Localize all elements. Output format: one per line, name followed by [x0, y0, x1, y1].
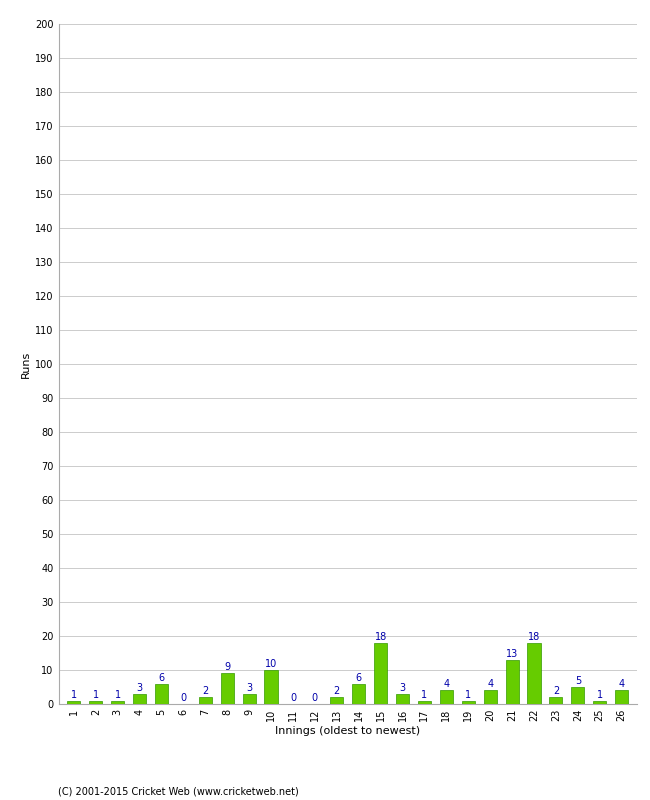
Bar: [440, 690, 453, 704]
Text: 5: 5: [575, 676, 581, 686]
Bar: [462, 701, 475, 704]
Y-axis label: Runs: Runs: [21, 350, 31, 378]
Bar: [506, 660, 519, 704]
Text: 4: 4: [443, 679, 449, 690]
Bar: [484, 690, 497, 704]
Bar: [330, 697, 343, 704]
Bar: [396, 694, 409, 704]
Text: 18: 18: [528, 632, 540, 642]
Text: 1: 1: [421, 690, 428, 699]
Text: 1: 1: [597, 690, 603, 699]
Bar: [418, 701, 431, 704]
Bar: [352, 683, 365, 704]
Text: 1: 1: [71, 690, 77, 699]
Text: 4: 4: [487, 679, 493, 690]
Text: 4: 4: [619, 679, 625, 690]
Bar: [199, 697, 212, 704]
Text: 2: 2: [202, 686, 209, 696]
Text: 1: 1: [114, 690, 121, 699]
Bar: [571, 687, 584, 704]
Bar: [265, 670, 278, 704]
Text: 3: 3: [136, 682, 142, 693]
Bar: [593, 701, 606, 704]
Text: 1: 1: [465, 690, 471, 699]
Text: 1: 1: [93, 690, 99, 699]
Text: 18: 18: [374, 632, 387, 642]
Bar: [155, 683, 168, 704]
Bar: [242, 694, 255, 704]
Text: 3: 3: [400, 682, 406, 693]
Text: 9: 9: [224, 662, 230, 672]
Bar: [133, 694, 146, 704]
Text: 6: 6: [159, 673, 164, 682]
Text: 0: 0: [290, 693, 296, 703]
Bar: [111, 701, 124, 704]
Text: (C) 2001-2015 Cricket Web (www.cricketweb.net): (C) 2001-2015 Cricket Web (www.cricketwe…: [58, 786, 299, 796]
Text: 6: 6: [356, 673, 362, 682]
Bar: [67, 701, 81, 704]
Text: 10: 10: [265, 659, 277, 669]
X-axis label: Innings (oldest to newest): Innings (oldest to newest): [275, 726, 421, 735]
Bar: [549, 697, 562, 704]
Text: 2: 2: [552, 686, 559, 696]
Text: 3: 3: [246, 682, 252, 693]
Bar: [220, 674, 234, 704]
Text: 0: 0: [312, 693, 318, 703]
Bar: [374, 643, 387, 704]
Bar: [527, 643, 541, 704]
Text: 0: 0: [180, 693, 187, 703]
Text: 13: 13: [506, 649, 518, 658]
Bar: [89, 701, 102, 704]
Bar: [615, 690, 629, 704]
Text: 2: 2: [333, 686, 340, 696]
